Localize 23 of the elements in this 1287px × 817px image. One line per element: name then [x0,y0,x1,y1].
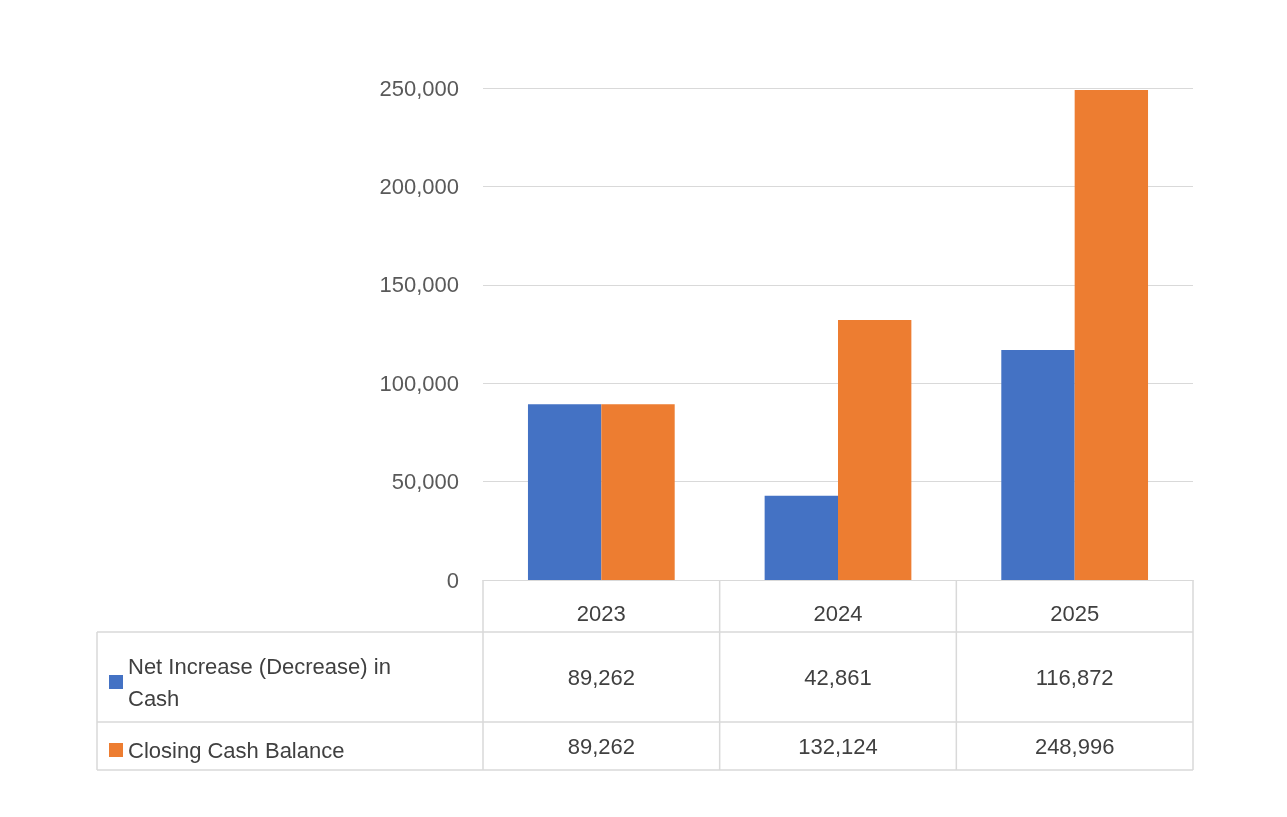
x-tick-label: 2024 [813,600,863,626]
data-label: 132,124 [798,733,878,759]
bar [764,495,838,580]
bar [838,319,912,580]
y-tick-label: 100,000 [379,370,459,396]
legend-label: Closing Cash Balance [128,737,345,763]
data-label: 116,872 [1035,664,1114,690]
y-tick-label: 150,000 [379,272,459,298]
data-label: 42,861 [804,664,872,690]
bar [1074,89,1149,580]
bar [601,404,675,580]
bar [1001,350,1075,580]
y-tick-label: 0 [446,567,459,593]
y-tick-label: 200,000 [379,173,459,199]
legend-label: Net Increase (Decrease) in Cash [128,653,397,711]
y-tick-label: 250,000 [379,75,459,101]
data-label: 89,262 [567,664,635,690]
x-tick-label: 2025 [1050,600,1100,626]
x-tick-label: 2023 [576,600,626,626]
y-tick-label: 50,000 [391,469,459,495]
data-label: 248,996 [1034,733,1115,759]
data-label: 89,262 [567,733,635,759]
bar [527,404,602,580]
